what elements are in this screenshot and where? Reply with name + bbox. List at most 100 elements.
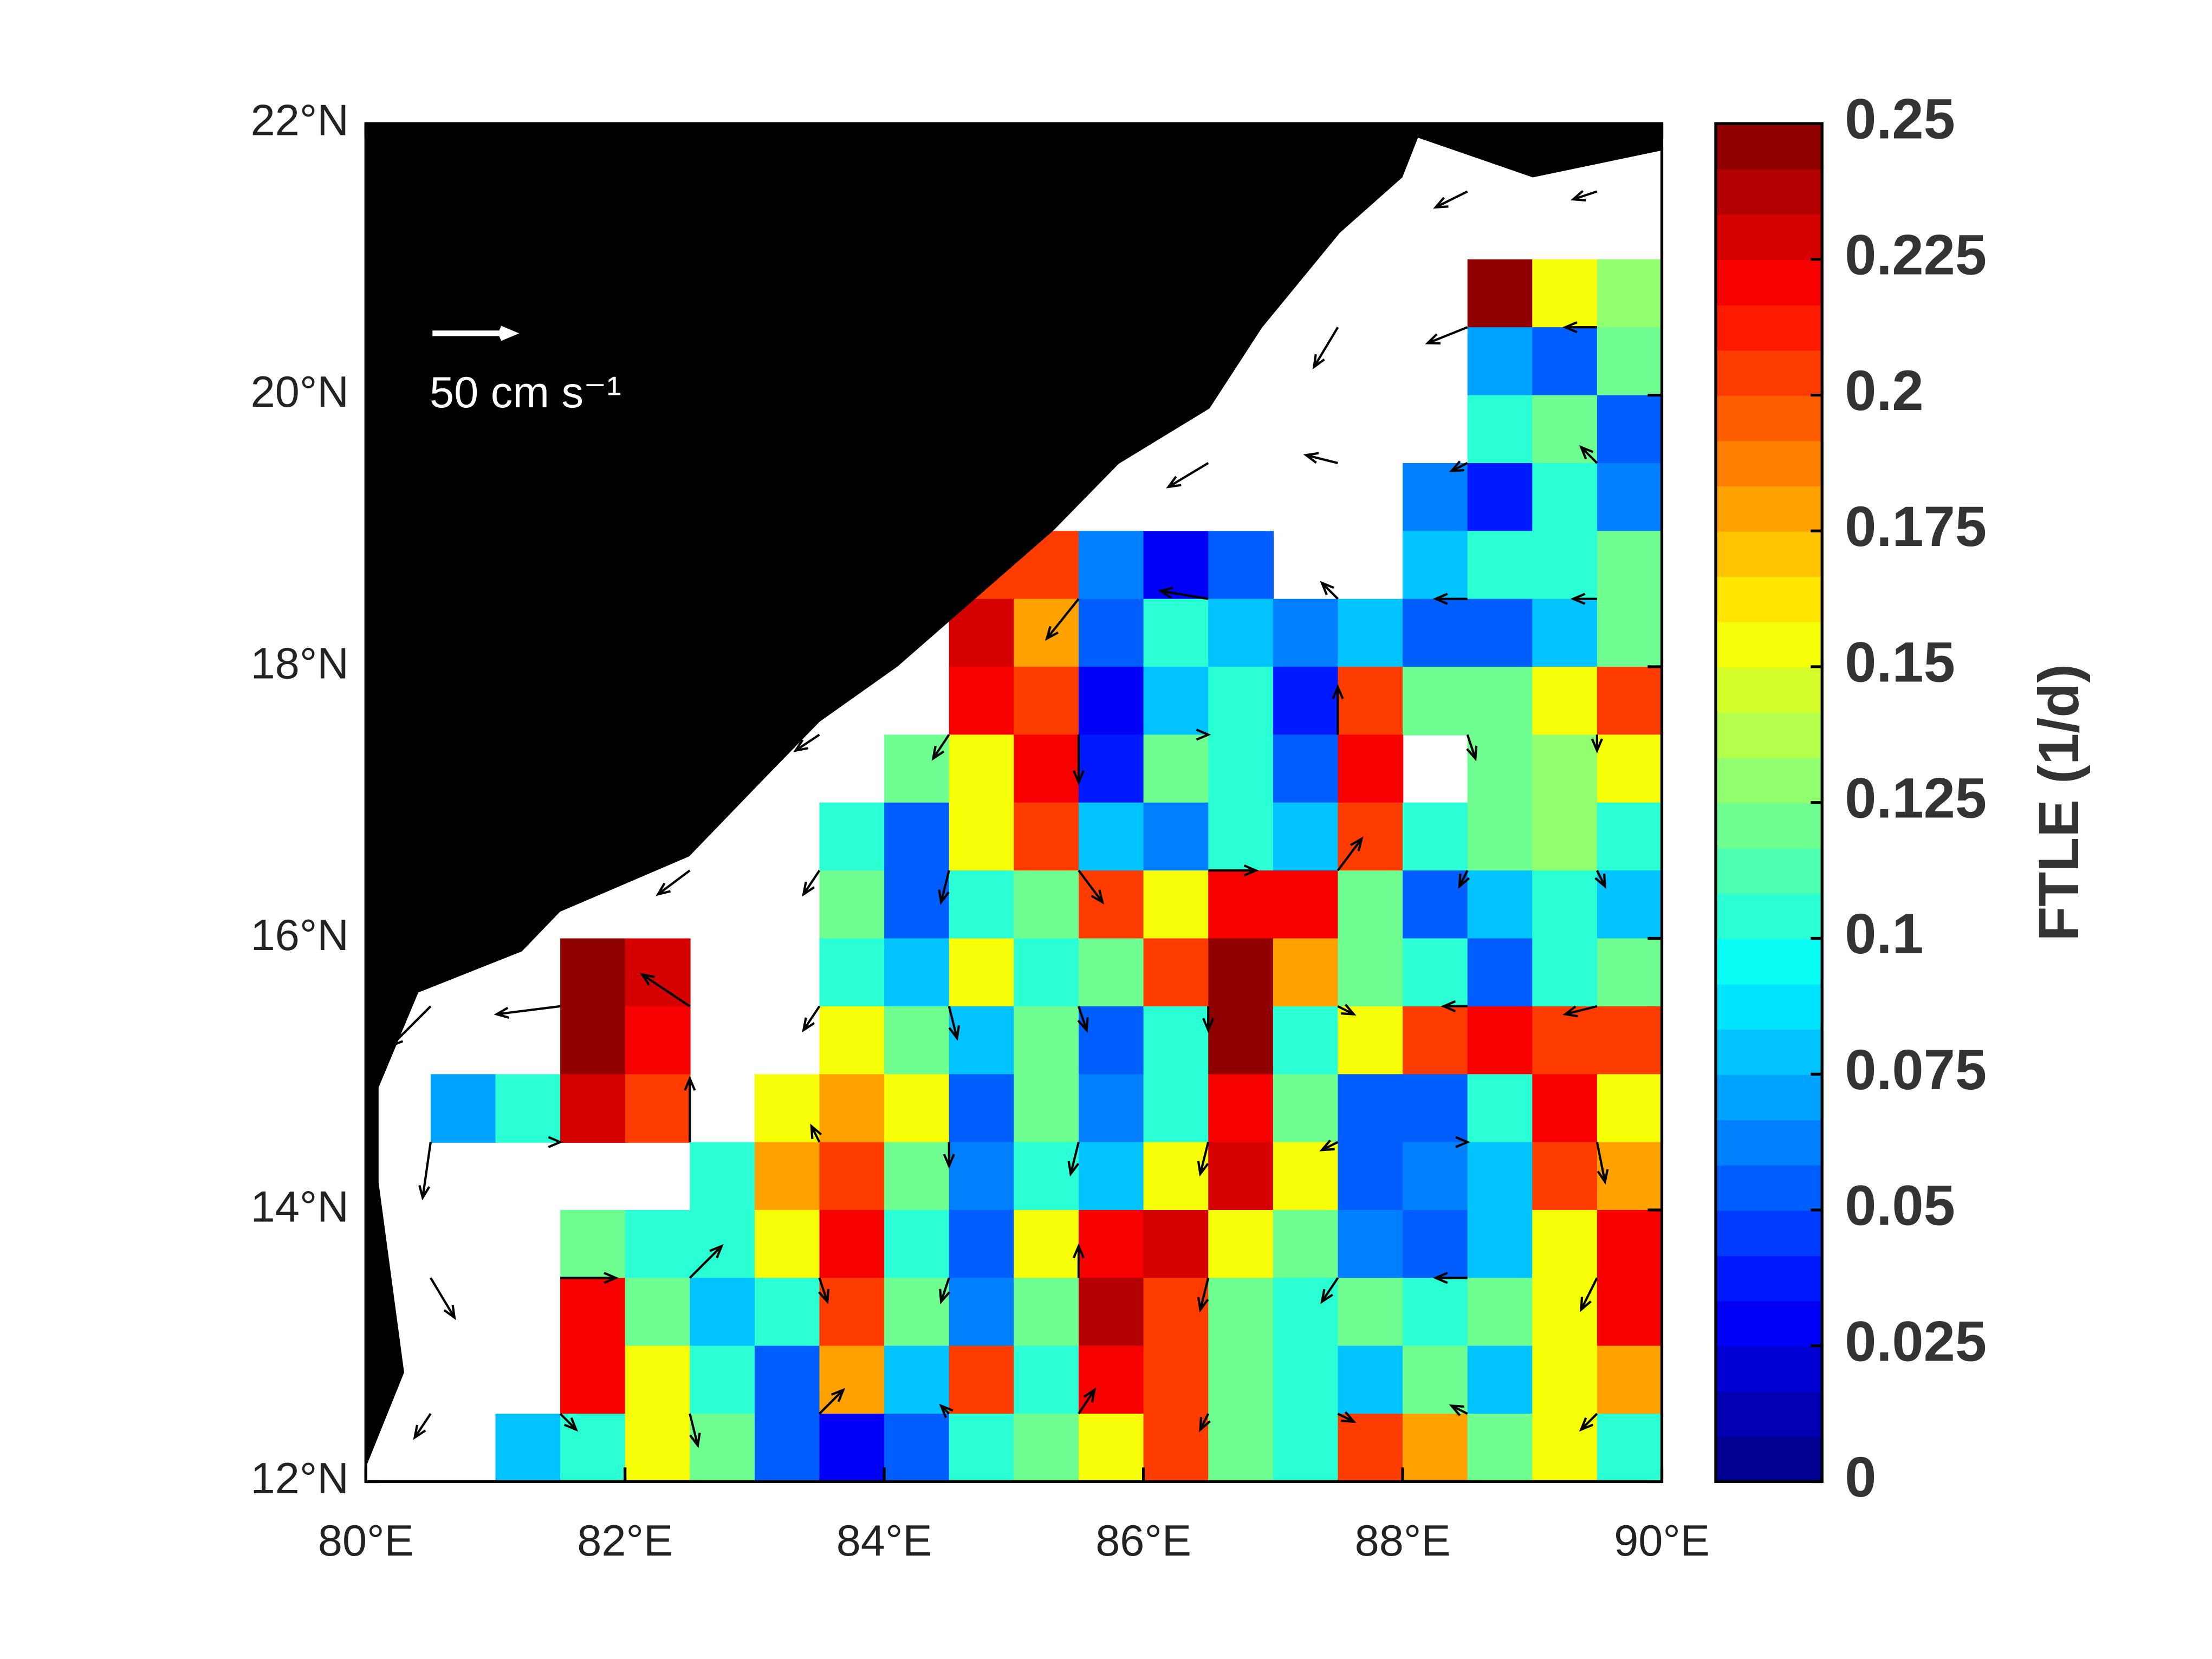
ftle-cell <box>1338 1006 1404 1075</box>
ftle-cell <box>1532 938 1598 1007</box>
x-tick-label: 82°E <box>577 1517 673 1565</box>
ftle-cell <box>1597 1074 1662 1143</box>
velocity-arrow <box>1067 1142 1080 1177</box>
ftle-cell <box>819 1006 885 1075</box>
ftle-cell <box>1403 802 1468 871</box>
ftle-cell <box>625 1006 691 1075</box>
colorbar-label: FTLE (1/d) <box>2027 664 2091 941</box>
ftle-cell <box>1532 1278 1598 1347</box>
colorbar-swatch <box>1715 1300 1822 1347</box>
ftle-cell <box>1467 327 1533 396</box>
ftle-cell <box>1078 1414 1144 1482</box>
ftle-cell <box>1143 1142 1209 1211</box>
ftle-cell <box>1143 1414 1209 1482</box>
ftle-cell <box>1467 395 1533 464</box>
ftle-cell <box>1078 1345 1144 1415</box>
ftle-cell <box>1208 802 1274 871</box>
colorbar-swatch <box>1715 984 1822 1030</box>
ftle-cell <box>1597 870 1662 939</box>
colorbar-swatch <box>1715 802 1822 849</box>
ftle-cell <box>1597 1414 1662 1482</box>
colorbar-tick-label: 0.05 <box>1845 1174 1955 1238</box>
velocity-arrow <box>1570 190 1598 202</box>
ftle-cell <box>754 1414 820 1482</box>
ftle-cell <box>1467 1006 1533 1075</box>
ftle-cell <box>560 1345 626 1415</box>
velocity-arrow <box>1466 734 1478 762</box>
velocity-arrow <box>1196 728 1211 741</box>
ftle-cell <box>819 802 885 871</box>
velocity-arrow <box>559 1413 579 1432</box>
ftle-cell <box>1208 1006 1274 1075</box>
colorbar-swatch <box>1715 848 1822 894</box>
ftle-cell <box>1014 1209 1080 1279</box>
ftle-cell <box>1597 1142 1662 1211</box>
ftle-cell <box>1208 1414 1274 1482</box>
ftle-cell <box>1597 259 1662 328</box>
ftle-cell <box>819 1209 885 1279</box>
axes: 80°E 82°E 84°E 86°E 88°E 90°E 12°N 14°N 16°N 18°N… <box>251 96 1710 1566</box>
ftle-cell <box>495 1414 561 1482</box>
colorbar-swatch <box>1715 712 1822 758</box>
ftle-cell <box>1532 734 1598 804</box>
velocity-arrow <box>560 1272 619 1284</box>
ftle-cell <box>949 667 1015 736</box>
colorbar-tick-label: 0.025 <box>1845 1310 1987 1373</box>
ftle-cell <box>1403 1209 1468 1279</box>
ftle-cell <box>884 1414 950 1482</box>
colorbar-swatch <box>1715 214 1822 261</box>
ftle-cell <box>1338 1209 1404 1279</box>
ftle-cell <box>1078 531 1144 600</box>
ftle-cell <box>884 1074 950 1143</box>
ftle-cell <box>495 1074 561 1143</box>
velocity-arrow <box>494 1005 561 1019</box>
ftle-cell <box>884 1278 950 1347</box>
velocity-arrow <box>939 1403 953 1419</box>
velocity-arrow <box>548 1136 563 1148</box>
ftle-cell <box>1532 1074 1598 1143</box>
ftle-cell <box>1597 938 1662 1007</box>
ftle-cell <box>1403 1074 1468 1143</box>
ftle-cell <box>1467 870 1533 939</box>
velocity-arrow <box>1077 1006 1089 1033</box>
ftle-cell <box>949 802 1015 871</box>
ftle-cell <box>884 938 950 1007</box>
ftle-cell <box>754 1209 820 1279</box>
colorbar-swatch <box>1715 304 1822 351</box>
velocity-arrow <box>1579 445 1598 464</box>
ftle-cell <box>690 1345 756 1415</box>
ftle-cell <box>690 1142 756 1211</box>
ftle-cell <box>1532 870 1598 939</box>
ftle-cell <box>1597 1209 1662 1279</box>
ftle-cell <box>1338 667 1404 736</box>
velocity-arrow <box>943 1142 955 1169</box>
ftle-cell <box>1208 531 1274 600</box>
ftle-cell <box>1208 1345 1274 1415</box>
velocity-arrow <box>656 869 691 896</box>
ftle-cell <box>754 1345 820 1415</box>
x-tick-label: 90°E <box>1614 1517 1710 1565</box>
y-tick-label: 12°N <box>251 1454 349 1503</box>
colorbar-swatch <box>1715 440 1822 487</box>
ftle-cell <box>1208 1278 1274 1347</box>
velocity-arrow <box>802 869 821 897</box>
ftle-cell <box>690 1278 756 1347</box>
velocity-arrow <box>413 1413 432 1440</box>
ftle-cell <box>1078 1278 1144 1347</box>
ftle-cell <box>819 1414 885 1482</box>
ftle-cell <box>1467 1345 1533 1415</box>
ftle-cell <box>1403 531 1468 600</box>
colorbar-swatch <box>1715 395 1822 441</box>
ftle-cell <box>560 1278 626 1347</box>
ftle-cell <box>560 1074 626 1143</box>
ftle-cell <box>1467 1278 1533 1347</box>
ftle-cell <box>1467 1209 1533 1279</box>
ftle-cell <box>884 870 950 939</box>
ftle-cell <box>819 1074 885 1143</box>
ftle-cell <box>1014 870 1080 939</box>
ftle-cell <box>1143 598 1209 668</box>
velocity-arrow <box>1312 327 1339 370</box>
ftle-cell <box>1143 667 1209 736</box>
ftle-cell <box>1078 1209 1144 1279</box>
colorbar-swatch <box>1715 893 1822 939</box>
